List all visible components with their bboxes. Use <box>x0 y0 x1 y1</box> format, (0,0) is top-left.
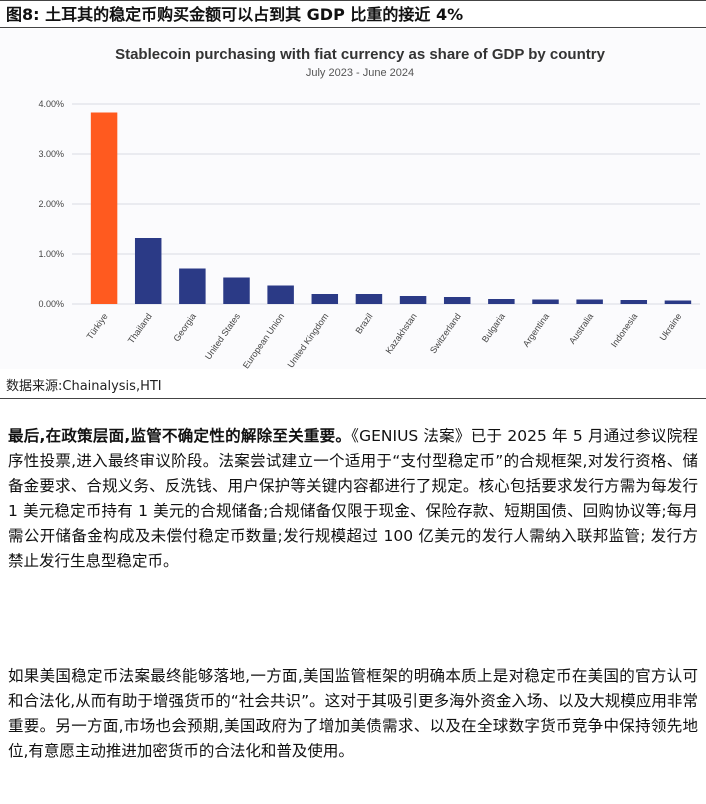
bar <box>355 294 383 304</box>
x-tick-label: Kazakhstan <box>384 311 419 355</box>
bar <box>134 238 162 304</box>
chart-title: Stablecoin purchasing with fiat currency… <box>115 46 606 63</box>
paragraph-outlook: 如果美国稳定币法案最终能够落地,一方面,美国监管框架的明确本质上是对稳定币在美国… <box>8 667 698 760</box>
bar <box>488 299 515 304</box>
x-axis-labels: Türkiye Thailand Georgia United StatesEurop… <box>85 311 684 369</box>
x-tick-label: United Kingdom <box>285 311 330 369</box>
y-tick-label: 1.00% <box>38 249 64 259</box>
x-tick-label: European Union <box>241 311 287 369</box>
x-tick-label: Türkiye <box>85 311 110 341</box>
x-tick-label: Bulgaria <box>480 311 507 344</box>
bar <box>532 299 559 304</box>
x-tick-label: Georgia <box>171 311 198 343</box>
y-tick-label: 3.00% <box>38 149 64 159</box>
x-tick-label: Argentina <box>521 311 551 348</box>
bar <box>311 294 339 304</box>
bar-chart: Stablecoin purchasing with fiat currency… <box>38 46 700 369</box>
y-axis-ticks: 0.00% 1.00% 2.00% 3.00% 4.00% <box>38 99 64 309</box>
bar <box>399 296 427 304</box>
bar <box>90 112 118 304</box>
x-tick-label: Brazil <box>353 311 374 335</box>
bar <box>223 277 250 304</box>
y-tick-label: 0.00% <box>38 299 64 309</box>
x-tick-label: Thailand <box>126 311 154 345</box>
y-tick-label: 2.00% <box>38 199 64 209</box>
figure-source: 数据来源:Chainalysis,HTI <box>6 379 162 394</box>
chart-subtitle: July 2023 - June 2024 <box>306 67 414 79</box>
x-tick-label: Ukraine <box>658 311 684 342</box>
chart-area: Stablecoin purchasing with fiat currency… <box>0 29 706 369</box>
figure-title: 图8: 土耳其的稳定币购买金额可以占到其 GDP 比重的接近 4% <box>0 0 706 28</box>
x-tick-label: Australia <box>567 311 595 345</box>
paragraph-body: 《GENIUS 法案》已于 2025 年 5 月通过参议院程序性投票,进入最终审… <box>8 427 698 570</box>
x-tick-label: United States <box>203 311 242 361</box>
gridlines <box>72 103 700 305</box>
bar <box>576 299 603 304</box>
paragraph-policy: 最后,在政策层面,监管不确定性的解除至关重要。《GENIUS 法案》已于 202… <box>8 424 698 574</box>
y-tick-label: 4.00% <box>38 99 64 109</box>
bar <box>620 300 648 304</box>
bar <box>179 268 206 304</box>
bars <box>90 112 692 304</box>
divider <box>0 398 706 399</box>
bar <box>267 285 294 304</box>
x-tick-label: Indonesia <box>609 311 640 349</box>
x-tick-label: Switzerland <box>428 311 463 355</box>
paragraph-lead: 最后,在政策层面,监管不确定性的解除至关重要。 <box>8 427 352 445</box>
bar <box>443 297 471 304</box>
bar <box>664 300 692 304</box>
